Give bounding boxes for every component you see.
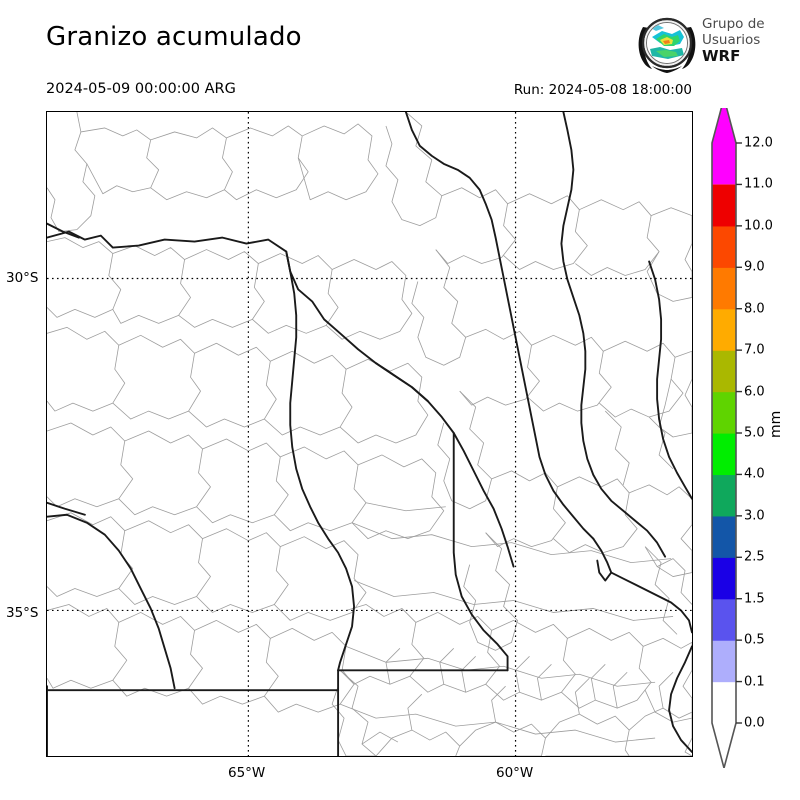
- colorbar-tick-label: 10.0: [744, 218, 773, 234]
- map-canvas[interactable]: [46, 111, 693, 757]
- colorbar-tick-label: 11.0: [744, 176, 773, 192]
- colorbar-tick-label: 3.0: [744, 508, 765, 524]
- logo-text: Grupo de Usuarios WRF: [702, 16, 796, 65]
- colorbar-tick-label: 8.0: [744, 301, 765, 317]
- colorbar-band: [712, 267, 736, 310]
- department-boundaries-layer: [47, 112, 692, 756]
- colorbar-graphic: [711, 108, 742, 768]
- colorbar-band: [712, 433, 736, 476]
- colorbar-tick-label: 2.5: [744, 549, 765, 565]
- model-run-label: Run: 2024-05-08 18:00:00: [513, 82, 692, 98]
- colorbar-band: [712, 184, 736, 227]
- colorbar-tick-label: 9.0: [744, 259, 765, 275]
- colorbar-tick-label: 1.5: [744, 591, 765, 607]
- colorbar-band: [712, 391, 736, 434]
- colorbar-band: [712, 598, 736, 641]
- province-boundaries-layer: [47, 112, 692, 756]
- map-vector-layers: [47, 112, 692, 756]
- logo-line-2: Usuarios: [702, 31, 761, 48]
- colorbar-tick-label: 4.0: [744, 466, 765, 482]
- colorbar-tick-label: 0.0: [744, 715, 765, 731]
- colorbar-band: [712, 640, 736, 683]
- colorbar-band: [712, 557, 736, 600]
- wrf-globe-seal-icon: [636, 13, 698, 75]
- colorbar-unit-label: mm: [768, 410, 784, 438]
- colorbar-tick-label: 7.0: [744, 342, 765, 358]
- colorbar-tick-label: 0.1: [744, 674, 765, 690]
- logo-line-1: Grupo de: [702, 16, 765, 32]
- colorbar-bands: [712, 108, 736, 724]
- colorbar-band: [712, 108, 736, 185]
- colorbar-band: [712, 681, 736, 724]
- colorbar-tick-label: 0.5: [744, 632, 765, 648]
- axis-label-lon-65w: 65°W: [228, 765, 266, 781]
- colorbar-tick-label: 12.0: [744, 135, 773, 151]
- colorbar-band: [712, 474, 736, 517]
- wrf-user-group-logo: Grupo de Usuarios WRF: [636, 13, 796, 77]
- valid-time-label: 2024-05-09 00:00:00 ARG: [46, 81, 236, 97]
- axis-label-lat-35s: 35°S: [6, 605, 39, 621]
- map-background-layer: [47, 112, 692, 756]
- colorbar-band: [712, 515, 736, 558]
- colorbar[interactable]: 0.0 0.1 0.5 1.5 2.5 3.0 4.0 5.0 6.0 7.0 8.0 9.0 10.0…: [704, 108, 800, 768]
- axis-label-lon-60w: 60°W: [496, 765, 534, 781]
- colorbar-band: [712, 308, 736, 351]
- colorbar-tick-label: 5.0: [744, 425, 765, 441]
- colorbar-tick-marks: [736, 142, 742, 724]
- logo-line-3: WRF: [702, 47, 741, 65]
- colorbar-band: [712, 350, 736, 393]
- colorbar-tick-label: 6.0: [744, 384, 765, 400]
- page-title: Granizo acumulado: [46, 22, 302, 52]
- axis-label-lat-30s: 30°S: [6, 270, 39, 286]
- colorbar-band: [712, 225, 736, 268]
